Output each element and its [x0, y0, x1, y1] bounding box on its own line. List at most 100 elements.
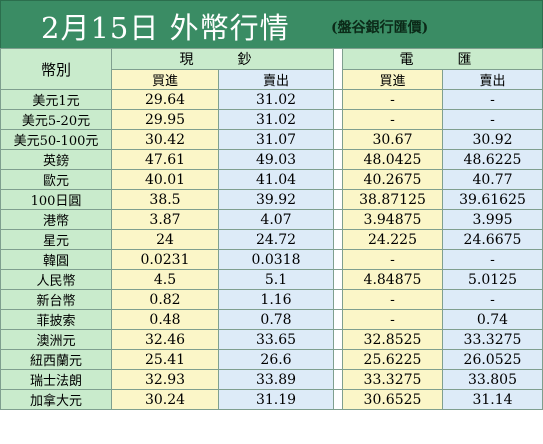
- table-row: 港幣 3.87 4.07 3.94875 3.995: [0, 209, 543, 230]
- page-title: 2月15日 外幣行情: [41, 11, 290, 45]
- remit-buy-header: 買進: [342, 69, 443, 90]
- table-header-row: 幣別 現鈔 電匯: [0, 48, 543, 90]
- remit-sell-cell: -: [442, 289, 543, 310]
- table-row: 韓圓 0.0231 0.0318- -: [0, 249, 543, 270]
- remit-buy-cell: 38.87125: [342, 189, 443, 210]
- column-spacer: [333, 189, 343, 210]
- column-spacer: [333, 329, 343, 350]
- cash-sell-cell: 31.02: [218, 89, 334, 110]
- currency-name: 美元1元: [0, 89, 112, 110]
- remit-sell-cell: 48.6225: [442, 149, 543, 170]
- table-row: 澳洲元 32.46 33.65 32.8525 33.3275: [0, 329, 543, 350]
- cash-sell-cell: 26.6: [218, 349, 334, 370]
- remit-buy-cell: 30.6525: [342, 389, 443, 410]
- table-row: 歐元 40.01 41.04 40.2675 40.77: [0, 169, 543, 190]
- table-row: 瑞士法朗 32.93 33.89 33.3275 33.805: [0, 369, 543, 390]
- cash-sell-cell: 0.0318: [218, 249, 334, 270]
- cash-buy-cell: 24: [111, 229, 219, 250]
- cash-buy-cell: 0.0231: [111, 249, 219, 270]
- remit-sell-cell: 0.74: [442, 309, 543, 330]
- cash-buy-cell: 4.5: [111, 269, 219, 290]
- cash-sell-cell: 31.02: [218, 109, 334, 130]
- cash-buy-cell: 29.95: [111, 109, 219, 130]
- cash-buy-cell: 25.41: [111, 349, 219, 370]
- currency-name: 新台幣: [0, 289, 112, 310]
- table-row: 紐西蘭元 25.41 26.6 25.6225 26.0525: [0, 349, 543, 370]
- table-row: 人民幣 4.5 5.1 4.84875 5.0125: [0, 269, 543, 290]
- cash-sell-cell: 1.16: [218, 289, 334, 310]
- remit-sell-cell: 5.0125: [442, 269, 543, 290]
- column-spacer: [333, 48, 343, 90]
- remit-sell-cell: 30.92: [442, 129, 543, 150]
- exchange-rate-table: 幣別 現鈔 電匯 買進 賣出 買進 賣出 美元1元 29.64 31.02- - 美元5…: [0, 48, 543, 410]
- cash-buy-cell: 47.61: [111, 149, 219, 170]
- remit-buy-cell: -: [342, 89, 443, 110]
- currency-name: 美元5-20元: [0, 109, 112, 130]
- cash-buy-cell: 30.24: [111, 389, 219, 410]
- remit-sell-cell: 40.77: [442, 169, 543, 190]
- currency-name: 美元50-100元: [0, 129, 112, 150]
- cash-buy-cell: 38.5: [111, 189, 219, 210]
- cash-buy-cell: 29.64: [111, 89, 219, 110]
- cash-group-header: 現鈔: [111, 48, 334, 70]
- currency-name: 星元: [0, 229, 112, 250]
- remit-sell-cell: 31.14: [442, 389, 543, 410]
- currency-name: 人民幣: [0, 269, 112, 290]
- column-spacer: [333, 169, 343, 190]
- column-spacer: [333, 89, 343, 110]
- cash-buy-cell: 32.46: [111, 329, 219, 350]
- cash-sell-cell: 39.92: [218, 189, 334, 210]
- cash-sell-cell: 33.65: [218, 329, 334, 350]
- table-row: 加拿大元 30.24 31.19 30.6525 31.14: [0, 389, 543, 410]
- cash-sell-cell: 31.07: [218, 129, 334, 150]
- remit-buy-cell: -: [342, 309, 443, 330]
- currency-name: 菲披索: [0, 309, 112, 330]
- currency-name: 100日圓: [0, 189, 112, 210]
- remit-sell-cell: -: [442, 249, 543, 270]
- column-spacer: [333, 129, 343, 150]
- column-spacer: [333, 349, 343, 370]
- column-spacer: [333, 249, 343, 270]
- remit-buy-cell: 4.84875: [342, 269, 443, 290]
- cash-buy-cell: 30.42: [111, 129, 219, 150]
- column-spacer: [333, 309, 343, 330]
- remit-buy-cell: 25.6225: [342, 349, 443, 370]
- currency-column-header: 幣別: [0, 48, 112, 90]
- currency-name: 英鎊: [0, 149, 112, 170]
- column-spacer: [333, 269, 343, 290]
- cash-sell-cell: 24.72: [218, 229, 334, 250]
- currency-name: 港幣: [0, 209, 112, 230]
- currency-name: 韓圓: [0, 249, 112, 270]
- cash-buy-cell: 40.01: [111, 169, 219, 190]
- cash-sell-cell: 33.89: [218, 369, 334, 390]
- cash-buy-cell: 32.93: [111, 369, 219, 390]
- cash-sell-cell: 49.03: [218, 149, 334, 170]
- remit-buy-cell: 30.67: [342, 129, 443, 150]
- remit-buy-cell: 3.94875: [342, 209, 443, 230]
- remit-sell-cell: 26.0525: [442, 349, 543, 370]
- column-spacer: [333, 149, 343, 170]
- cash-sell-cell: 31.19: [218, 389, 334, 410]
- remit-buy-cell: -: [342, 109, 443, 130]
- cash-sell-cell: 4.07: [218, 209, 334, 230]
- table-row: 100日圓 38.5 39.92 38.87125 39.61625: [0, 189, 543, 210]
- column-spacer: [333, 389, 343, 410]
- column-spacer: [333, 109, 343, 130]
- remit-sell-cell: -: [442, 89, 543, 110]
- table-row: 英鎊 47.61 49.03 48.0425 48.6225: [0, 149, 543, 170]
- table-row: 美元1元 29.64 31.02- -: [0, 89, 543, 110]
- currency-name: 紐西蘭元: [0, 349, 112, 370]
- cash-sell-cell: 5.1: [218, 269, 334, 290]
- remit-sell-cell: 3.995: [442, 209, 543, 230]
- column-spacer: [333, 229, 343, 250]
- remit-buy-cell: -: [342, 289, 443, 310]
- column-spacer: [333, 369, 343, 390]
- cash-sell-header: 賣出: [218, 69, 334, 90]
- page-subtitle: (盤谷銀行匯價): [331, 20, 429, 36]
- currency-name: 加拿大元: [0, 389, 112, 410]
- table-row: 星元 24 24.72 24.225 24.6675: [0, 229, 543, 250]
- currency-name: 歐元: [0, 169, 112, 190]
- cash-sell-cell: 0.78: [218, 309, 334, 330]
- column-spacer: [333, 209, 343, 230]
